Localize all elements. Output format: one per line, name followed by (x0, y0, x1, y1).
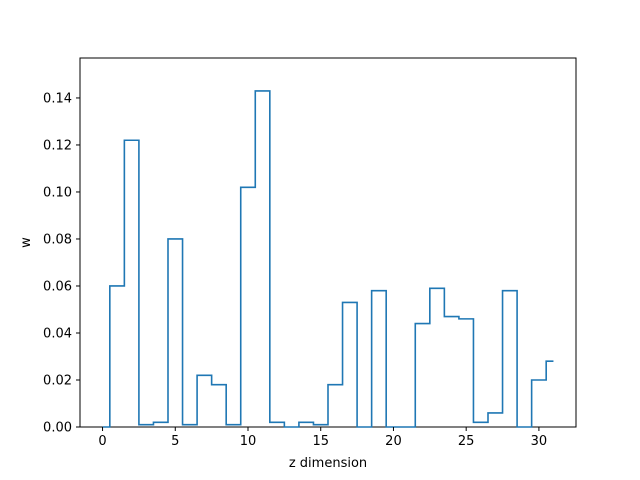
y-tick-label: 0.00 (43, 421, 72, 436)
y-tick-label: 0.14 (43, 91, 72, 106)
axes-frame (79, 57, 577, 428)
x-tick-label: 30 (531, 434, 548, 449)
y-tick-label: 0.08 (43, 232, 72, 247)
x-tick-label: 25 (458, 434, 475, 449)
x-tick-label: 10 (240, 434, 257, 449)
x-tick-label: 5 (171, 434, 179, 449)
y-tick-label: 0.02 (43, 373, 72, 388)
y-axis-label: w (19, 237, 34, 248)
y-tick-label: 0.04 (43, 326, 72, 341)
x-axis-label: z dimension (289, 456, 367, 471)
x-tick-label: 15 (312, 434, 329, 449)
x-tick-label: 0 (98, 434, 106, 449)
y-tick-label: 0.06 (43, 279, 72, 294)
y-tick-label: 0.12 (43, 138, 72, 153)
x-tick-label: 20 (385, 434, 402, 449)
axis-ticks: 0 5 10 15 20 25 30 0.00 0.02 0.04 0.06 0.08 0.10 0.12… (43, 91, 547, 449)
y-tick-label: 0.10 (43, 185, 72, 200)
plot-area (79, 57, 577, 428)
step-series-line (102, 90, 554, 428)
